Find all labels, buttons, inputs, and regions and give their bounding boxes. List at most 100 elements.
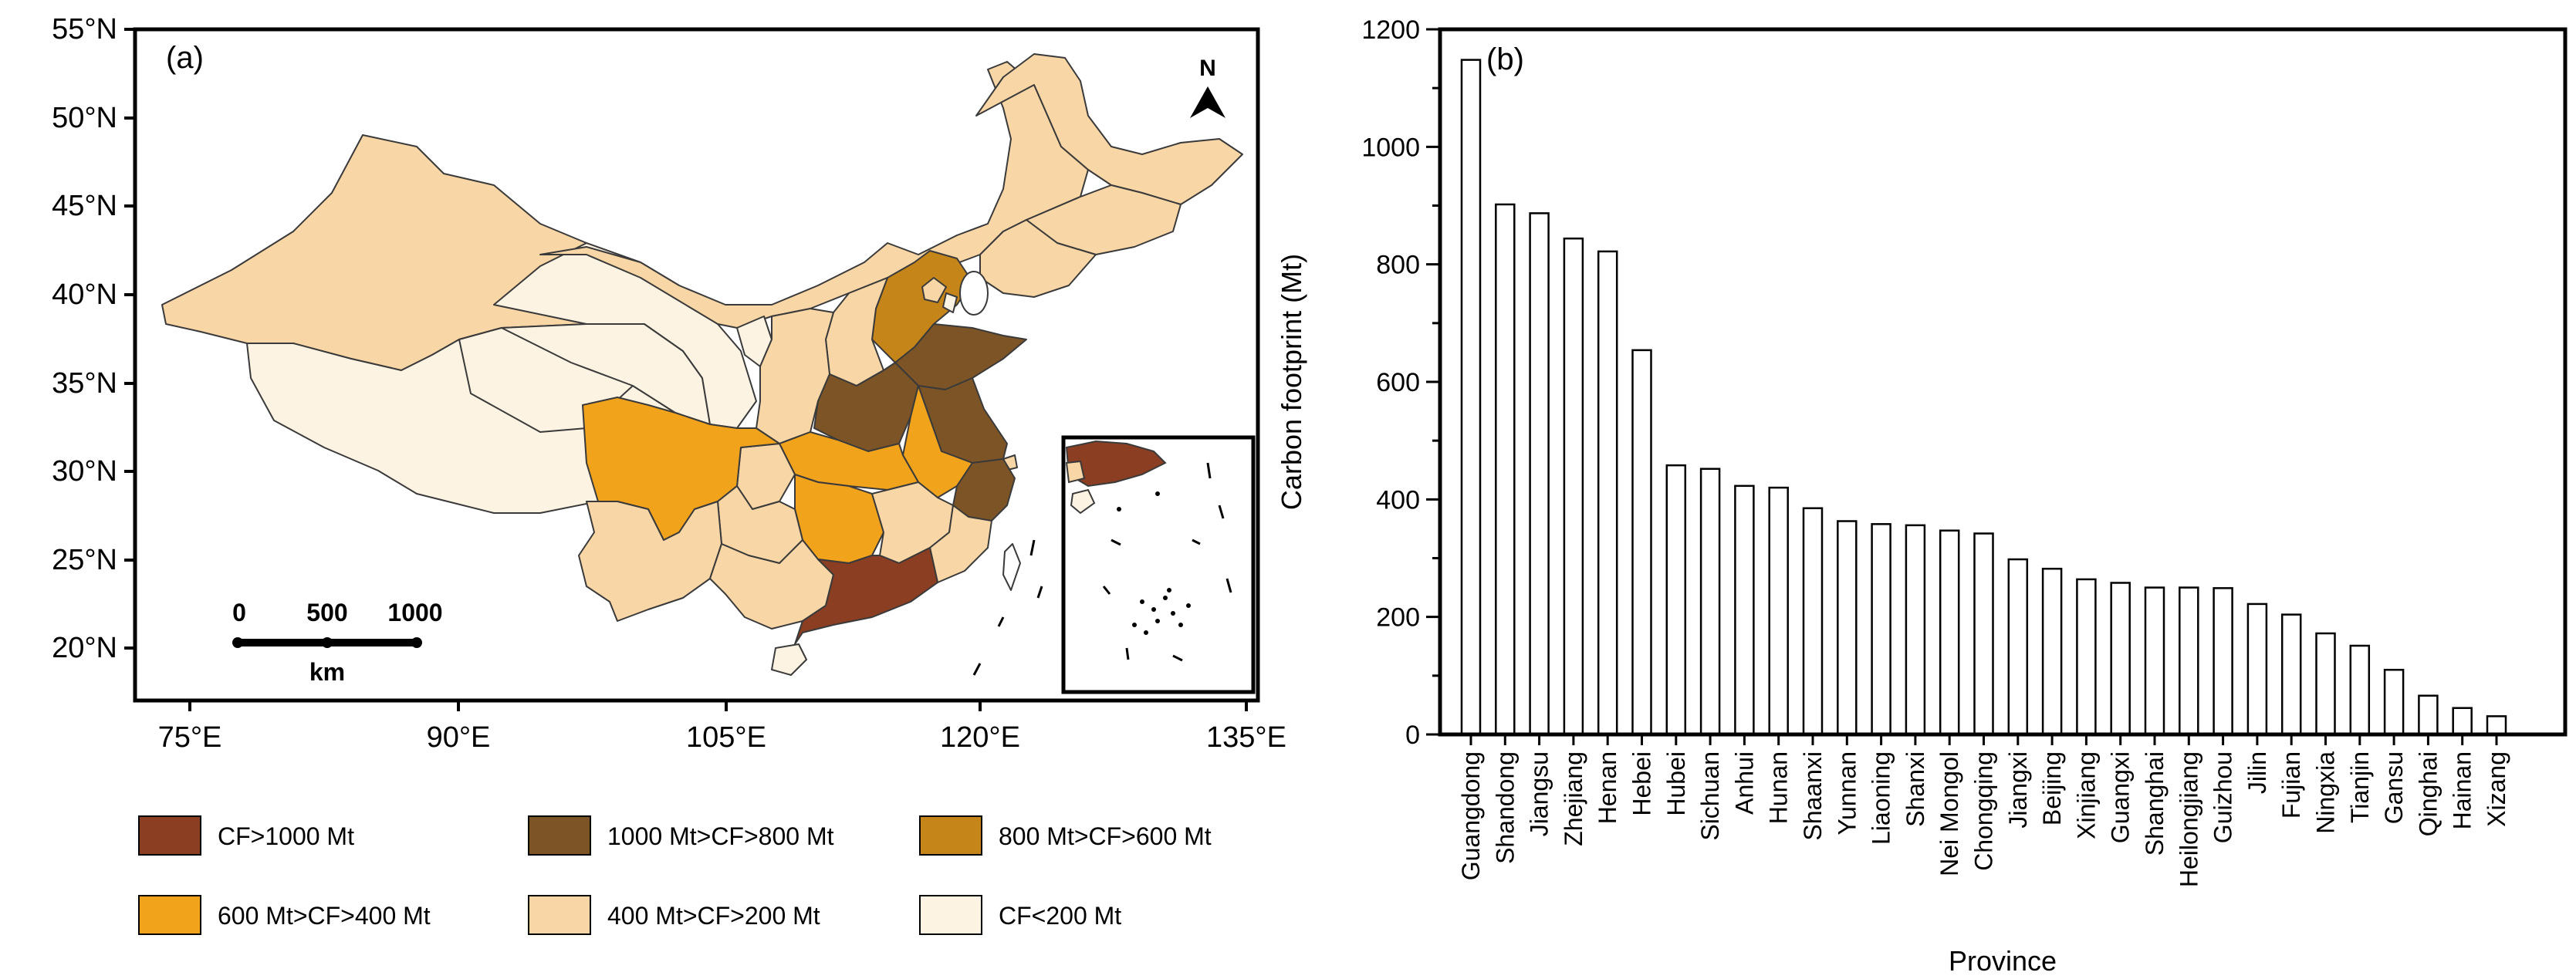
legend-swatch xyxy=(528,815,591,856)
legend-item: CF<200 Mt xyxy=(919,895,1121,935)
bar-hubei xyxy=(1665,464,1687,736)
map-legend: CF>1000 Mt 1000 Mt>CF>800 Mt 800 Mt>CF>6… xyxy=(138,815,1212,935)
region-hainan xyxy=(771,643,807,676)
x-tick-label: Sichuan xyxy=(1696,751,1724,841)
bar-ningxia xyxy=(2315,632,2336,736)
legend-item: 1000 Mt>CF>800 Mt xyxy=(528,815,834,856)
bar-jilin xyxy=(2246,603,2268,736)
bar-jiangxi xyxy=(2007,558,2029,736)
legend-item: 400 Mt>CF>200 Mt xyxy=(528,895,820,935)
x-tick-label: Shaanxi xyxy=(1799,751,1827,841)
region-tianjin xyxy=(942,292,958,313)
bar-anhui xyxy=(1734,484,1755,736)
panel-b-label: (b) xyxy=(1486,42,1524,76)
y-tick-label: 400 xyxy=(1376,485,1420,515)
scale-max: 1000 xyxy=(387,599,442,626)
inset-hainan xyxy=(1070,488,1096,515)
scale-unit: km xyxy=(309,658,345,686)
y-tick-label: 200 xyxy=(1376,603,1420,633)
x-tick-label: Fujian xyxy=(2277,751,2305,819)
y-tick-label: 800 xyxy=(1376,251,1420,280)
lat-label: 40°N xyxy=(52,279,117,311)
bar-chongqing xyxy=(1973,532,1994,736)
x-tick-label: Tianjin xyxy=(2346,751,2374,823)
x-tick-label: Jiangxi xyxy=(2004,751,2032,829)
bar-sichuan xyxy=(1699,468,1721,736)
lat-label: 50°N xyxy=(52,102,117,134)
region-fujian xyxy=(929,505,992,583)
chart-frame xyxy=(1438,27,2568,737)
bar-fujian xyxy=(2280,613,2302,736)
inset-dashed-line xyxy=(1102,462,1232,662)
y-tick-label: 1000 xyxy=(1361,133,1420,162)
north-arrow-icon xyxy=(1190,86,1225,118)
legend-label: 800 Mt>CF>600 Mt xyxy=(999,822,1212,850)
bar-xinjiang xyxy=(2076,578,2097,736)
x-tick-label: Zhejiang xyxy=(1560,751,1587,846)
region-liaoning xyxy=(979,219,1097,298)
legend-swatch xyxy=(919,815,982,856)
bar-nei-mongol xyxy=(1939,529,1960,736)
y-tick-label: 0 xyxy=(1405,721,1420,750)
bar-shaanxi xyxy=(1802,507,1824,736)
bohai-sea xyxy=(959,271,989,316)
x-tick-label: Xizang xyxy=(2483,751,2510,827)
bar-hainan xyxy=(2452,707,2473,736)
x-tick-label: Hebei xyxy=(1628,751,1656,816)
north-label: N xyxy=(1199,56,1216,81)
bar-heilongjiang xyxy=(2179,586,2199,736)
longitude-axis: 75°E 90°E 105°E 120°E 135°E xyxy=(158,700,1286,754)
x-tick-label: Guangxi xyxy=(2107,751,2135,843)
bar-zhejiang xyxy=(1563,237,1584,736)
legend-label: 600 Mt>CF>400 Mt xyxy=(218,902,431,930)
bar-guangdong xyxy=(1460,59,1482,736)
x-tick-label: Shanxi xyxy=(1902,751,1929,827)
bar-qinghai xyxy=(2418,694,2439,736)
latitude-axis: 55°N 50°N 45°N 40°N 35°N 30°N 25°N 20°N xyxy=(52,13,135,664)
x-tick-label: Ningxia xyxy=(2312,751,2340,834)
lon-label: 105°E xyxy=(686,721,766,754)
region-guangdong xyxy=(794,547,938,645)
legend-swatch xyxy=(138,815,201,856)
y-axis-ticks: 0 200 400 600 800 1000 1200 xyxy=(1361,15,1440,750)
legend-item: 600 Mt>CF>400 Mt xyxy=(138,895,431,935)
map-panel: (a) N 0 500 1000 km 55°N 50°N 45°N xyxy=(52,13,1286,935)
bar-henan xyxy=(1597,250,1618,736)
region-taiwan xyxy=(1002,543,1021,591)
legend-item: CF>1000 Mt xyxy=(138,815,354,856)
x-tick-label: Hainan xyxy=(2449,751,2476,829)
x-tick-label: Chongqing xyxy=(1970,751,1998,871)
bar-yunnan xyxy=(1837,520,1858,736)
x-tick-label: Henan xyxy=(1594,751,1621,824)
x-tick-label: Qinghai xyxy=(2414,751,2442,836)
y-tick-label: 600 xyxy=(1376,368,1420,397)
x-tick-label: Nei Mongol xyxy=(1935,751,1963,876)
lat-label: 55°N xyxy=(52,13,117,46)
scale-bar: 0 500 1000 km xyxy=(232,599,443,686)
x-tick-label: Anhui xyxy=(1730,751,1758,815)
lat-label: 30°N xyxy=(52,455,117,488)
x-tick-label: Yunnan xyxy=(1833,751,1861,836)
x-tick-label: Jilin xyxy=(2243,751,2271,794)
x-tick-label: Shanghai xyxy=(2141,751,2169,856)
x-tick-label: Heilongjiang xyxy=(2175,751,2202,887)
bar-beijing xyxy=(2041,567,2063,736)
bar-shanxi xyxy=(1905,524,1926,736)
x-tick-label: Gansu xyxy=(2380,751,2408,824)
lon-label: 75°E xyxy=(158,721,222,754)
region-heilongjiang xyxy=(975,53,1243,205)
y-axis-label: Carbon footprint (Mt) xyxy=(1276,254,1307,510)
bars xyxy=(1460,59,2507,736)
x-axis-ticks: Guangdong Shandong Jiangsu Zhejiang Henan Heb… xyxy=(1457,734,2510,887)
x-tick-label: Guangdong xyxy=(1457,751,1485,880)
lon-label: 90°E xyxy=(427,721,491,754)
bar-jiangsu xyxy=(1529,212,1550,736)
x-axis-label: Province xyxy=(1949,945,2057,977)
lat-label: 45°N xyxy=(52,190,117,222)
scale-zero: 0 xyxy=(232,599,246,626)
legend-swatch xyxy=(919,895,982,935)
legend-swatch xyxy=(528,895,591,935)
bar-hunan xyxy=(1768,486,1789,736)
